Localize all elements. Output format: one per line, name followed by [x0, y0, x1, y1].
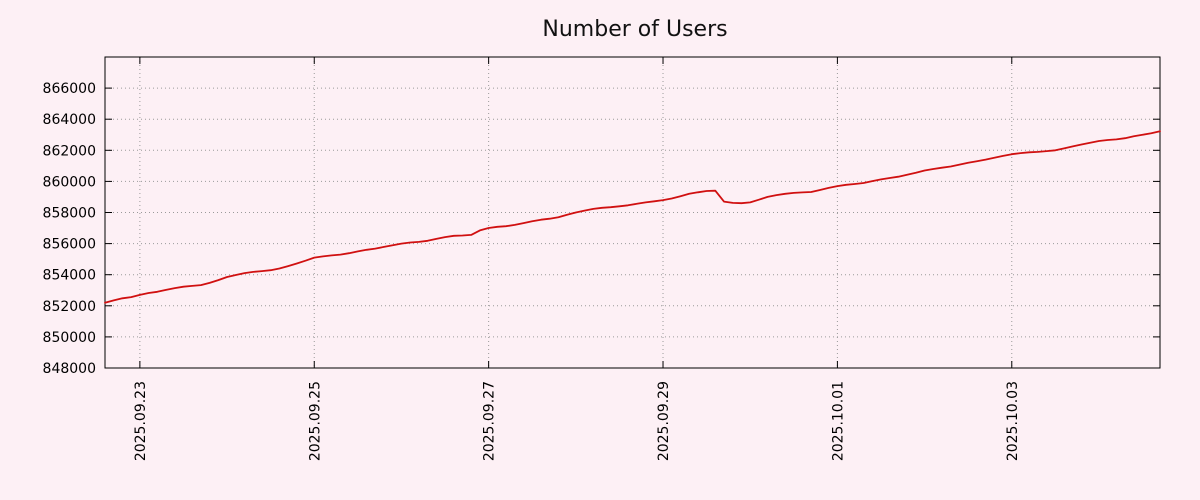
y-tick-label: 856000: [43, 237, 96, 253]
y-tick-label: 848000: [43, 361, 96, 377]
y-tick-label: 862000: [43, 143, 96, 159]
x-tick-label: 2025.09.27: [482, 381, 498, 461]
x-tick-label: 2025.09.25: [307, 381, 323, 461]
x-tick-label: 2025.10.03: [1005, 381, 1021, 461]
x-tick-label: 2025.10.01: [830, 381, 846, 461]
y-tick-label: 858000: [43, 206, 96, 222]
y-tick-label: 850000: [43, 330, 96, 346]
y-tick-label: 852000: [43, 299, 96, 315]
axes: [104, 56, 1161, 369]
y-tick-label: 860000: [43, 174, 96, 190]
gridlines: [105, 57, 1160, 369]
x-tick-label: 2025.09.29: [656, 381, 672, 461]
y-tick-label: 866000: [43, 81, 96, 97]
y-tick-label: 854000: [43, 268, 96, 284]
chart-layers: 848000 850000 852000 854000 856000 858000 8600…: [43, 56, 1161, 461]
chart-title: Number of Users: [542, 17, 727, 42]
tick-labels: 848000 850000 852000 854000 856000 858000 8600…: [43, 81, 1021, 461]
series-line-users: [104, 130, 1161, 304]
x-tick-label: 2025.09.23: [133, 381, 149, 461]
y-tick-label: 864000: [43, 112, 96, 128]
